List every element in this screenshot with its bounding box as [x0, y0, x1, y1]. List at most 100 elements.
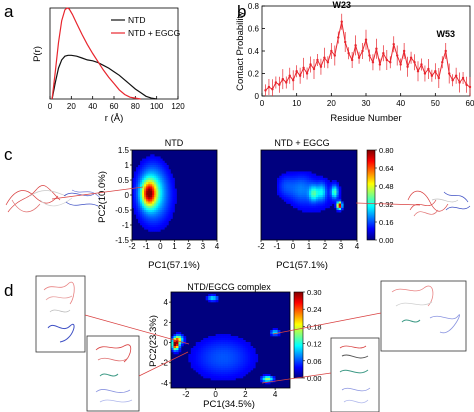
heatmap-cell — [134, 201, 137, 204]
heatmap-cell — [154, 175, 157, 179]
heatmap-cell — [193, 348, 197, 351]
heatmap-cell — [173, 334, 177, 337]
heatmap-cell — [279, 182, 282, 185]
heatmap-cell — [156, 167, 159, 170]
heatmap-cell — [302, 177, 305, 181]
heatmap-cell — [228, 336, 231, 339]
heatmap-cell — [164, 188, 167, 192]
heatmap-cell — [140, 216, 143, 219]
heatmap-cell — [322, 192, 326, 196]
heatmap-cell — [281, 197, 285, 200]
panel-b-point — [330, 49, 333, 53]
heatmap-cell — [140, 182, 143, 185]
heatmap-cell — [166, 171, 169, 174]
heatmap-cell — [166, 203, 169, 207]
heatmap-cell — [230, 348, 234, 351]
heatmap-cell — [304, 171, 308, 174]
heatmap-cell — [203, 370, 207, 373]
heatmap-cell — [306, 210, 310, 213]
heatmap-cell — [260, 378, 264, 381]
heatmap-cell — [275, 328, 278, 331]
heatmap-cell — [325, 188, 328, 192]
heatmap-cell — [302, 207, 305, 211]
panel-d-connector-2 — [138, 351, 189, 377]
heatmap-cell — [152, 229, 155, 232]
heatmap-cell — [195, 352, 199, 355]
heatmap-cell — [154, 214, 157, 217]
heatmap-cell — [220, 374, 224, 377]
heatmap-cell — [210, 378, 214, 381]
heatmap-cell — [230, 352, 234, 355]
heatmap-cell — [242, 368, 246, 371]
heatmap-cell — [172, 201, 175, 204]
heatmap-cell — [331, 192, 335, 196]
heatmap-cell — [168, 173, 171, 177]
heatmap-cell — [318, 205, 321, 209]
heatmap-cell — [132, 180, 135, 183]
heatmap-cell — [230, 338, 234, 341]
panel-letter-a: a — [4, 2, 14, 21]
heatmap-cell — [164, 195, 167, 198]
heatmap-cell — [164, 165, 167, 168]
heatmap-cell — [223, 360, 226, 363]
panel-b-point — [357, 56, 361, 59]
heatmap-cell — [215, 344, 219, 347]
heatmap-cell — [235, 340, 239, 343]
heatmap-cell — [170, 203, 173, 207]
heatmap-cell — [336, 199, 340, 202]
heatmap-cell — [272, 334, 276, 337]
heatmap-cell — [302, 203, 305, 207]
heatmap-cell — [215, 296, 219, 299]
heatmap-cell — [193, 366, 197, 369]
heatmap-cell — [331, 199, 335, 202]
heatmap-cell — [160, 167, 163, 170]
heatmap-cell — [142, 190, 145, 194]
heatmap-cell — [297, 199, 301, 202]
heatmap-cell — [252, 360, 256, 363]
heatmap-cell — [247, 352, 251, 355]
heatmap-cell — [218, 340, 221, 343]
heatmap-cell — [146, 203, 149, 207]
heatmap-cell — [223, 336, 226, 339]
heatmap-cell — [134, 190, 137, 194]
heatmap-cell — [146, 190, 149, 194]
heatmap-cell — [150, 222, 153, 226]
heatmap-cell — [166, 188, 169, 192]
heatmap-cell — [288, 171, 292, 174]
heatmap-cell — [175, 340, 179, 343]
panel-c-charts: NTD NTD + EGCG -2 -1 0 1 2 3 4-1.5-1-0.500.511… — [5, 138, 471, 271]
heatmap-cell — [178, 344, 182, 347]
heatmap-cell — [132, 203, 135, 207]
heatmap-cell — [174, 201, 177, 204]
heatmap-cell — [170, 180, 173, 183]
heatmap-cell — [304, 175, 308, 179]
heatmap-cell — [140, 162, 143, 166]
heatmap-cell — [144, 227, 147, 230]
heatmap-cell — [295, 177, 298, 181]
c1-x-tick-label: -2 — [128, 242, 136, 251]
heatmap-cell — [148, 220, 151, 224]
heatmap-cell — [215, 372, 219, 375]
panel-b-x-tick-label: 0 — [260, 99, 265, 108]
heatmap-cell — [156, 180, 159, 183]
heatmap-cell — [144, 218, 147, 222]
heatmap-cell — [152, 197, 155, 200]
heatmap-cell — [195, 364, 199, 367]
heatmap-cell — [334, 188, 337, 192]
heatmap-cell — [247, 368, 251, 371]
heatmap-cell — [136, 199, 139, 202]
heatmap-cell — [240, 358, 244, 361]
heatmap-cell — [232, 342, 236, 345]
panel-a-x-tick-label: 40 — [88, 102, 97, 111]
heatmap-cell — [225, 370, 229, 373]
heatmap-cell — [293, 197, 296, 200]
heatmap-cell — [162, 167, 165, 170]
heatmap-cell — [172, 186, 175, 189]
heatmap-cell — [299, 186, 303, 189]
heatmap-cell — [336, 188, 340, 192]
heatmap-cell — [172, 180, 175, 183]
heatmap-cell — [297, 184, 301, 187]
heatmap-cell — [267, 374, 271, 377]
heatmap-cell — [146, 195, 149, 198]
